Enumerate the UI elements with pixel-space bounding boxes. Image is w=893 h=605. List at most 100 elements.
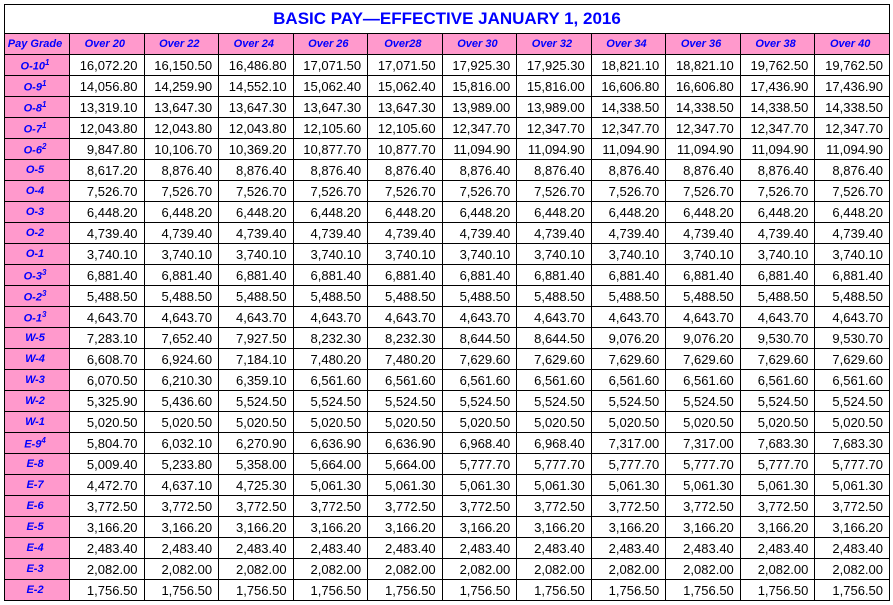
pay-grade-cell: E-3 [5,559,70,580]
table-row: W-46,608.706,924.607,184.107,480.207,480… [5,349,890,370]
value-cell: 3,740.10 [144,244,219,265]
value-cell: 8,876.40 [666,160,741,181]
value-cell: 5,020.50 [517,412,592,433]
pay-grade-cell: O-23 [5,286,70,307]
table-row: O-10116,072.2016,150.5016,486.8017,071.5… [5,55,890,76]
value-cell: 5,488.50 [740,286,815,307]
value-cell: 2,082.00 [219,559,294,580]
value-cell: 8,876.40 [740,160,815,181]
value-cell: 7,927.50 [219,328,294,349]
value-cell: 13,989.00 [517,97,592,118]
value-cell: 12,347.70 [591,118,666,139]
table-row: W-57,283.107,652.407,927.508,232.308,232… [5,328,890,349]
value-cell: 5,061.30 [591,475,666,496]
value-cell: 3,740.10 [442,244,517,265]
value-cell: 3,166.20 [442,517,517,538]
value-cell: 5,020.50 [815,412,890,433]
pay-grade-cell: O-2 [5,223,70,244]
value-cell: 7,526.70 [293,181,368,202]
value-cell: 1,756.50 [591,580,666,601]
value-cell: 5,524.50 [666,391,741,412]
value-cell: 5,020.50 [442,412,517,433]
value-cell: 6,636.90 [293,433,368,454]
value-cell: 6,448.20 [144,202,219,223]
table-row: O-629,847.8010,106.7010,369.2010,877.701… [5,139,890,160]
value-cell: 2,483.40 [70,538,145,559]
pay-grade-cell: O-3 [5,202,70,223]
table-row: E-945,804.706,032.106,270.906,636.906,63… [5,433,890,454]
value-cell: 4,643.70 [70,307,145,328]
value-cell: 17,925.30 [442,55,517,76]
value-cell: 4,643.70 [517,307,592,328]
value-cell: 5,488.50 [219,286,294,307]
value-cell: 3,166.20 [70,517,145,538]
value-cell: 4,739.40 [144,223,219,244]
col-over28: Over28 [368,34,443,55]
header-row: Pay GradeOver 20Over 22Over 24Over 26Ove… [5,34,890,55]
pay-grade-cell: W-3 [5,370,70,391]
value-cell: 10,369.20 [219,139,294,160]
value-cell: 6,881.40 [70,265,145,286]
table-row: E-63,772.503,772.503,772.503,772.503,772… [5,496,890,517]
value-cell: 14,552.10 [219,76,294,97]
value-cell: 11,094.90 [815,139,890,160]
value-cell: 14,338.50 [666,97,741,118]
table-row: O-24,739.404,739.404,739.404,739.404,739… [5,223,890,244]
value-cell: 1,756.50 [144,580,219,601]
value-cell: 8,644.50 [517,328,592,349]
table-row: O-36,448.206,448.206,448.206,448.206,448… [5,202,890,223]
value-cell: 4,739.40 [517,223,592,244]
value-cell: 5,664.00 [293,454,368,475]
value-cell: 6,448.20 [219,202,294,223]
value-cell: 12,347.70 [442,118,517,139]
value-cell: 16,072.20 [70,55,145,76]
table-row: W-25,325.905,436.605,524.505,524.505,524… [5,391,890,412]
value-cell: 12,347.70 [517,118,592,139]
value-cell: 12,105.60 [368,118,443,139]
value-cell: 1,756.50 [368,580,443,601]
value-cell: 16,486.80 [219,55,294,76]
value-cell: 15,062.40 [293,76,368,97]
value-cell: 5,020.50 [219,412,294,433]
value-cell: 5,020.50 [70,412,145,433]
value-cell: 3,740.10 [591,244,666,265]
value-cell: 6,561.60 [368,370,443,391]
value-cell: 14,056.80 [70,76,145,97]
table-row: O-58,617.208,876.408,876.408,876.408,876… [5,160,890,181]
pay-grade-cell: O-33 [5,265,70,286]
value-cell: 7,683.30 [815,433,890,454]
table-row: E-42,483.402,483.402,483.402,483.402,483… [5,538,890,559]
value-cell: 6,070.50 [70,370,145,391]
value-cell: 7,629.60 [517,349,592,370]
value-cell: 3,772.50 [740,496,815,517]
value-cell: 7,317.00 [666,433,741,454]
value-cell: 7,526.70 [666,181,741,202]
value-cell: 17,436.90 [815,76,890,97]
value-cell: 3,166.20 [144,517,219,538]
value-cell: 8,232.30 [368,328,443,349]
value-cell: 4,643.70 [293,307,368,328]
value-cell: 4,643.70 [442,307,517,328]
value-cell: 5,524.50 [219,391,294,412]
value-cell: 5,488.50 [144,286,219,307]
value-cell: 6,448.20 [815,202,890,223]
value-cell: 4,643.70 [815,307,890,328]
value-cell: 4,643.70 [219,307,294,328]
value-cell: 7,629.60 [591,349,666,370]
value-cell: 5,020.50 [591,412,666,433]
value-cell: 3,166.20 [591,517,666,538]
value-cell: 6,881.40 [740,265,815,286]
pay-grade-cell: O-1 [5,244,70,265]
value-cell: 7,526.70 [368,181,443,202]
value-cell: 8,876.40 [219,160,294,181]
value-cell: 3,772.50 [517,496,592,517]
value-cell: 7,526.70 [517,181,592,202]
value-cell: 1,756.50 [517,580,592,601]
value-cell: 2,483.40 [219,538,294,559]
value-cell: 5,009.40 [70,454,145,475]
value-cell: 16,150.50 [144,55,219,76]
value-cell: 4,739.40 [442,223,517,244]
value-cell: 3,772.50 [666,496,741,517]
value-cell: 5,524.50 [442,391,517,412]
value-cell: 14,338.50 [740,97,815,118]
